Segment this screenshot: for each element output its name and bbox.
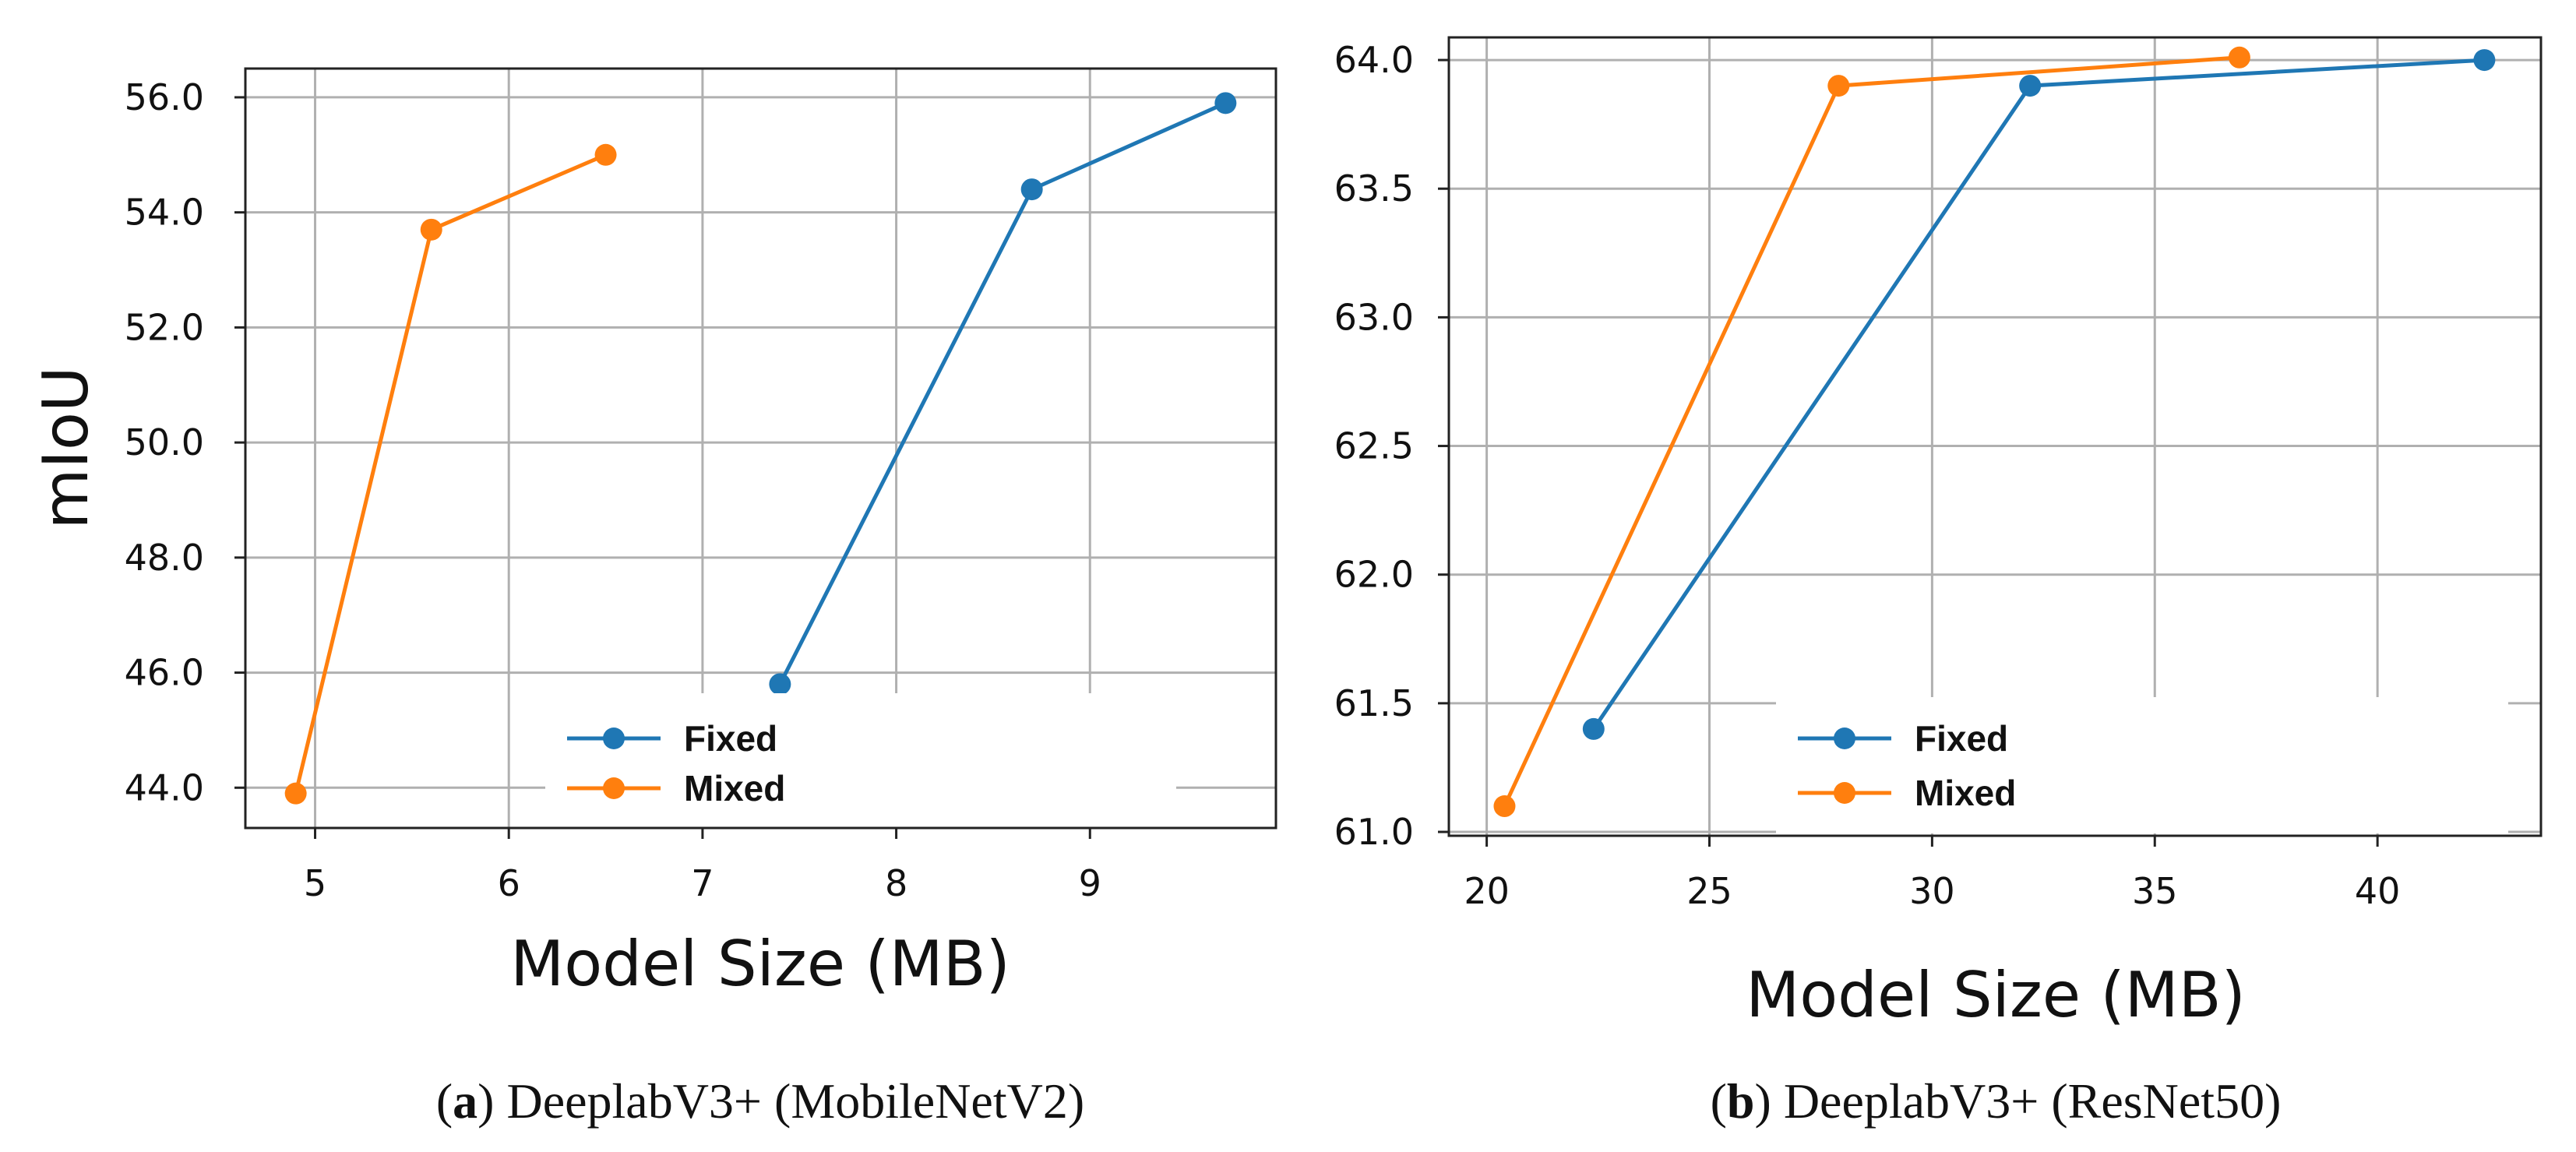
series-line-fixed [778,101,1227,685]
caption-text: DeeplabV3+ (MobileNetV2) [506,1073,1084,1129]
x-tick-label: 5 [304,862,326,904]
x-tick-label: 6 [498,862,520,904]
data-point-mixed [594,143,617,166]
x-tick-label: 9 [1079,862,1101,904]
caption-label: b [1727,1073,1755,1129]
y-tick-label: 61.5 [1334,682,1414,724]
x-tick-label: 25 [1686,870,1732,912]
legend-box [545,693,1176,830]
plot-frame [244,67,1277,830]
legend-box [1776,697,2508,833]
caption-paren-open: ( [1711,1073,1727,1129]
data-point-fixed [2473,49,2496,72]
y-tick-label: 48.0 [125,537,204,579]
legend-label-fixed: Fixed [684,718,777,759]
y-tick-label: 62.0 [1334,554,1414,596]
data-point-mixed [1827,75,1850,97]
y-tick-label: 56.0 [125,76,204,118]
data-point-fixed [1214,92,1237,114]
figure-caption: (b) DeeplabV3+ (ResNet50) [1711,1073,2282,1129]
x-axis-label: Model Size (MB) [1746,959,2246,1031]
legend-label-fixed: Fixed [1915,718,2008,759]
x-tick-label: 7 [691,862,714,904]
x-tick-label: 35 [2132,870,2178,912]
x-tick-label: 40 [2355,870,2401,912]
data-point-fixed [769,673,791,696]
y-tick-label: 64.0 [1334,39,1414,81]
chart-a-mobilenetv2: Fixed Mixed 5 6 7 8 9 44.0 46.0 48.0 50.0 52.0 54.0 5… [30,67,1277,1129]
x-tick-label: 30 [1909,870,1955,912]
data-point-mixed [1493,795,1516,818]
legend-marker-fixed [603,727,625,749]
legend-marker-mixed [603,777,625,799]
y-tick-label: 62.5 [1334,425,1414,467]
chart-b-resnet50: Fixed Mixed 20 25 30 35 40 61.0 61.5 62.0 62.5 63.0… [1334,36,2543,1129]
caption-label: a [453,1073,477,1129]
caption-paren-close: ) [1755,1073,1784,1129]
data-point-fixed [2019,75,2042,97]
plot-frame [1447,36,2543,837]
data-point-mixed [284,782,307,805]
data-point-fixed [1020,178,1043,201]
caption-text: DeeplabV3+ (ResNet50) [1784,1073,2282,1129]
y-axis-label: mIoU [30,366,102,529]
y-tick-label: 46.0 [125,652,204,694]
legend-marker-mixed [1834,782,1855,804]
y-tick-label: 63.5 [1334,167,1414,210]
legend-label-mixed: Mixed [1915,773,2016,813]
caption-paren-close: ) [477,1073,506,1129]
y-tick-label: 50.0 [125,421,204,463]
data-point-fixed [1582,717,1605,740]
figure-caption: (a) DeeplabV3+ (MobileNetV2) [436,1073,1084,1129]
x-tick-label: 20 [1464,870,1510,912]
y-tick-label: 44.0 [125,766,204,809]
y-tick-label: 52.0 [125,306,204,348]
y-tick-label: 63.0 [1334,296,1414,338]
x-tick-label: 8 [885,862,907,904]
series-line-mixed [1503,55,2240,808]
legend-marker-fixed [1834,727,1855,749]
y-tick-label: 61.0 [1334,811,1414,853]
data-point-mixed [2228,46,2250,69]
series-line-fixed [1591,58,2485,731]
data-point-mixed [420,218,442,241]
x-axis-label: Model Size (MB) [510,928,1010,1000]
y-tick-label: 54.0 [125,192,204,234]
caption-paren-open: ( [436,1073,453,1129]
legend-label-mixed: Mixed [684,768,785,809]
